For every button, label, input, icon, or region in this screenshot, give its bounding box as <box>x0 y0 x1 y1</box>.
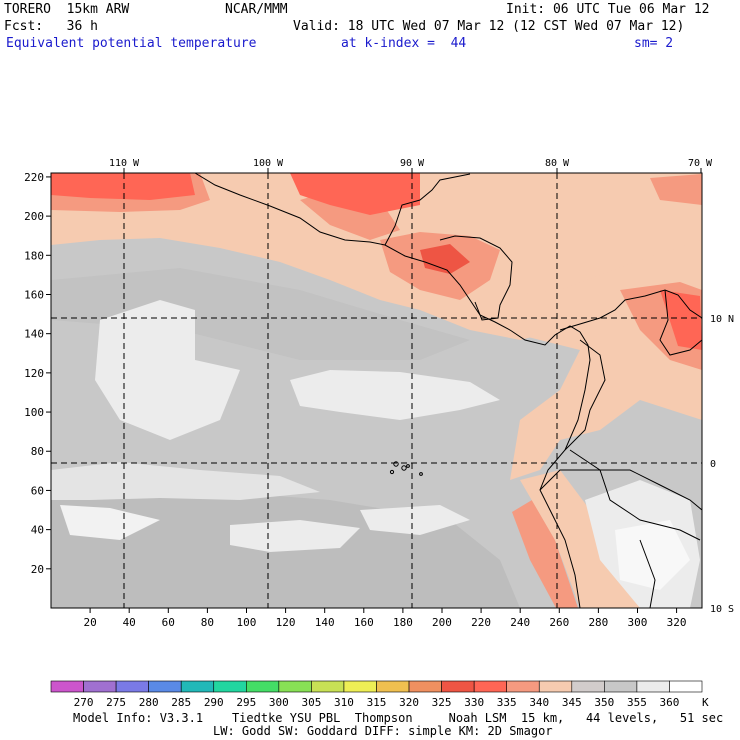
y-tick-label: 200 <box>24 210 44 223</box>
x-tick-label: 120 <box>276 616 296 629</box>
colorbar-label: 290 <box>204 696 224 709</box>
map-frame <box>50 172 703 609</box>
field-shading <box>51 173 702 608</box>
colorbar-label: 300 <box>269 696 289 709</box>
colorbar-label: 335 <box>497 696 517 709</box>
colorbar-label: 355 <box>627 696 647 709</box>
colorbar-label: 275 <box>106 696 126 709</box>
x-axis-ticks <box>89 608 678 613</box>
x-tick-label: 100 <box>237 616 257 629</box>
colorbar-label: 315 <box>367 696 387 709</box>
y-tick-label: 160 <box>24 288 44 301</box>
colorbar-swatch <box>636 680 670 693</box>
x-tick-label: 40 <box>123 616 136 629</box>
colorbar-swatch <box>604 680 638 693</box>
physics-info-line: LW: Godd SW: Goddard DIFF: simple KM: 2D… <box>213 724 553 738</box>
y-tick-label: 120 <box>24 367 44 380</box>
x-tick-label: 20 <box>83 616 96 629</box>
x-tick-label: 140 <box>315 616 335 629</box>
lon-label: 110 W <box>109 158 140 169</box>
colorbar-label: 340 <box>529 696 549 709</box>
colorbar-swatch <box>669 680 703 693</box>
colorbar-swatch <box>538 680 573 693</box>
colorbar-swatch <box>571 680 605 693</box>
colorbar-swatch <box>213 680 247 693</box>
x-tick-label: 320 <box>667 616 687 629</box>
lon-ticks <box>123 168 702 173</box>
colorbar-unit: K <box>702 696 709 709</box>
y-tick-label: 80 <box>31 445 44 458</box>
colorbar-label: 270 <box>74 696 94 709</box>
colorbar-swatch <box>50 680 84 693</box>
y-tick-label: 140 <box>24 328 44 341</box>
x-tick-label: 260 <box>549 616 569 629</box>
y-tick-label: 40 <box>31 524 44 537</box>
colorbar-label: 310 <box>334 696 354 709</box>
x-tick-label: 80 <box>201 616 214 629</box>
colorbar-label: 350 <box>594 696 614 709</box>
valid-time: Valid: 18 UTC Wed 07 Mar 12 (12 CST Wed … <box>293 19 685 34</box>
colorbar-swatch <box>180 680 215 693</box>
colorbar-label: 305 <box>301 696 321 709</box>
field-title: Equivalent potential temperature <box>6 36 257 51</box>
colorbar-label: 280 <box>139 696 159 709</box>
lon-label: 80 W <box>545 158 570 169</box>
level-label: at k-index = 44 <box>341 36 467 51</box>
graticule <box>51 173 702 608</box>
y-axis-ticks <box>46 176 51 570</box>
y-tick-label: 20 <box>31 563 44 576</box>
lon-labels: 110 W 100 W 90 W 80 W 70 W <box>109 158 713 169</box>
lon-label: 70 W <box>688 158 713 169</box>
smooth-label: sm= 2 <box>634 36 674 51</box>
forecast-hour: Fcst: 36 h <box>4 19 98 34</box>
colorbar-swatch <box>148 680 182 693</box>
y-tick-label: 100 <box>24 406 44 419</box>
x-tick-label: 60 <box>162 616 175 629</box>
colorbar-swatch <box>408 680 442 693</box>
colorbar-swatch <box>278 680 312 693</box>
lat-label: 10 S <box>710 604 734 615</box>
colorbar-swatch <box>473 680 507 693</box>
lon-label: 100 W <box>253 158 284 169</box>
init-time: Init: 06 UTC Tue 06 Mar 12 <box>506 2 710 17</box>
colorbar-swatch <box>246 680 280 693</box>
colorbar-label: 320 <box>399 696 419 709</box>
model-name: TORERO 15km ARW <box>4 2 130 17</box>
lon-label: 90 W <box>400 158 425 169</box>
colorbar-label: 360 <box>660 696 680 709</box>
model-info-line: Model Info: V3.3.1 Tiedtke YSU PBL Thomp… <box>73 711 724 725</box>
colorbar-swatch <box>506 680 540 693</box>
colorbar-label: 295 <box>236 696 256 709</box>
colorbar-swatch <box>343 680 377 693</box>
y-tick-label: 220 <box>24 171 44 184</box>
x-tick-label: 300 <box>628 616 648 629</box>
lat-labels: 10 N 0 10 S <box>710 314 734 615</box>
x-tick-label: 240 <box>510 616 530 629</box>
colorbar <box>50 680 703 693</box>
colorbar-label: 345 <box>562 696 582 709</box>
x-tick-label: 220 <box>471 616 491 629</box>
y-tick-label: 180 <box>24 249 44 262</box>
colorbar-label: 285 <box>171 696 191 709</box>
y-tick-label: 60 <box>31 484 44 497</box>
x-tick-label: 180 <box>393 616 413 629</box>
x-tick-label: 200 <box>432 616 452 629</box>
x-tick-label: 160 <box>354 616 374 629</box>
x-tick-label: 280 <box>588 616 608 629</box>
colorbar-swatch <box>83 680 117 693</box>
colorbar-swatch <box>311 680 345 693</box>
colorbar-label: 325 <box>432 696 452 709</box>
x-axis-labels: 20 40 60 80 100 120 140 160 180 200 220 240 260 280 30… <box>83 616 686 629</box>
center-name: NCAR/MMM <box>225 2 288 17</box>
lat-label: 0 <box>710 459 716 470</box>
colorbar-swatch <box>441 680 475 693</box>
colorbar-swatch <box>376 680 410 693</box>
colorbar-labels: 270 275 280 285 290 295 300 305 310 315 320 325 330 3… <box>74 696 709 709</box>
y-axis-labels: 20 40 60 80 100 120 140 160 180 200 220 <box>24 171 44 576</box>
colorbar-label: 330 <box>464 696 484 709</box>
colorbar-swatch <box>115 680 149 693</box>
lat-label: 10 N <box>710 314 734 325</box>
